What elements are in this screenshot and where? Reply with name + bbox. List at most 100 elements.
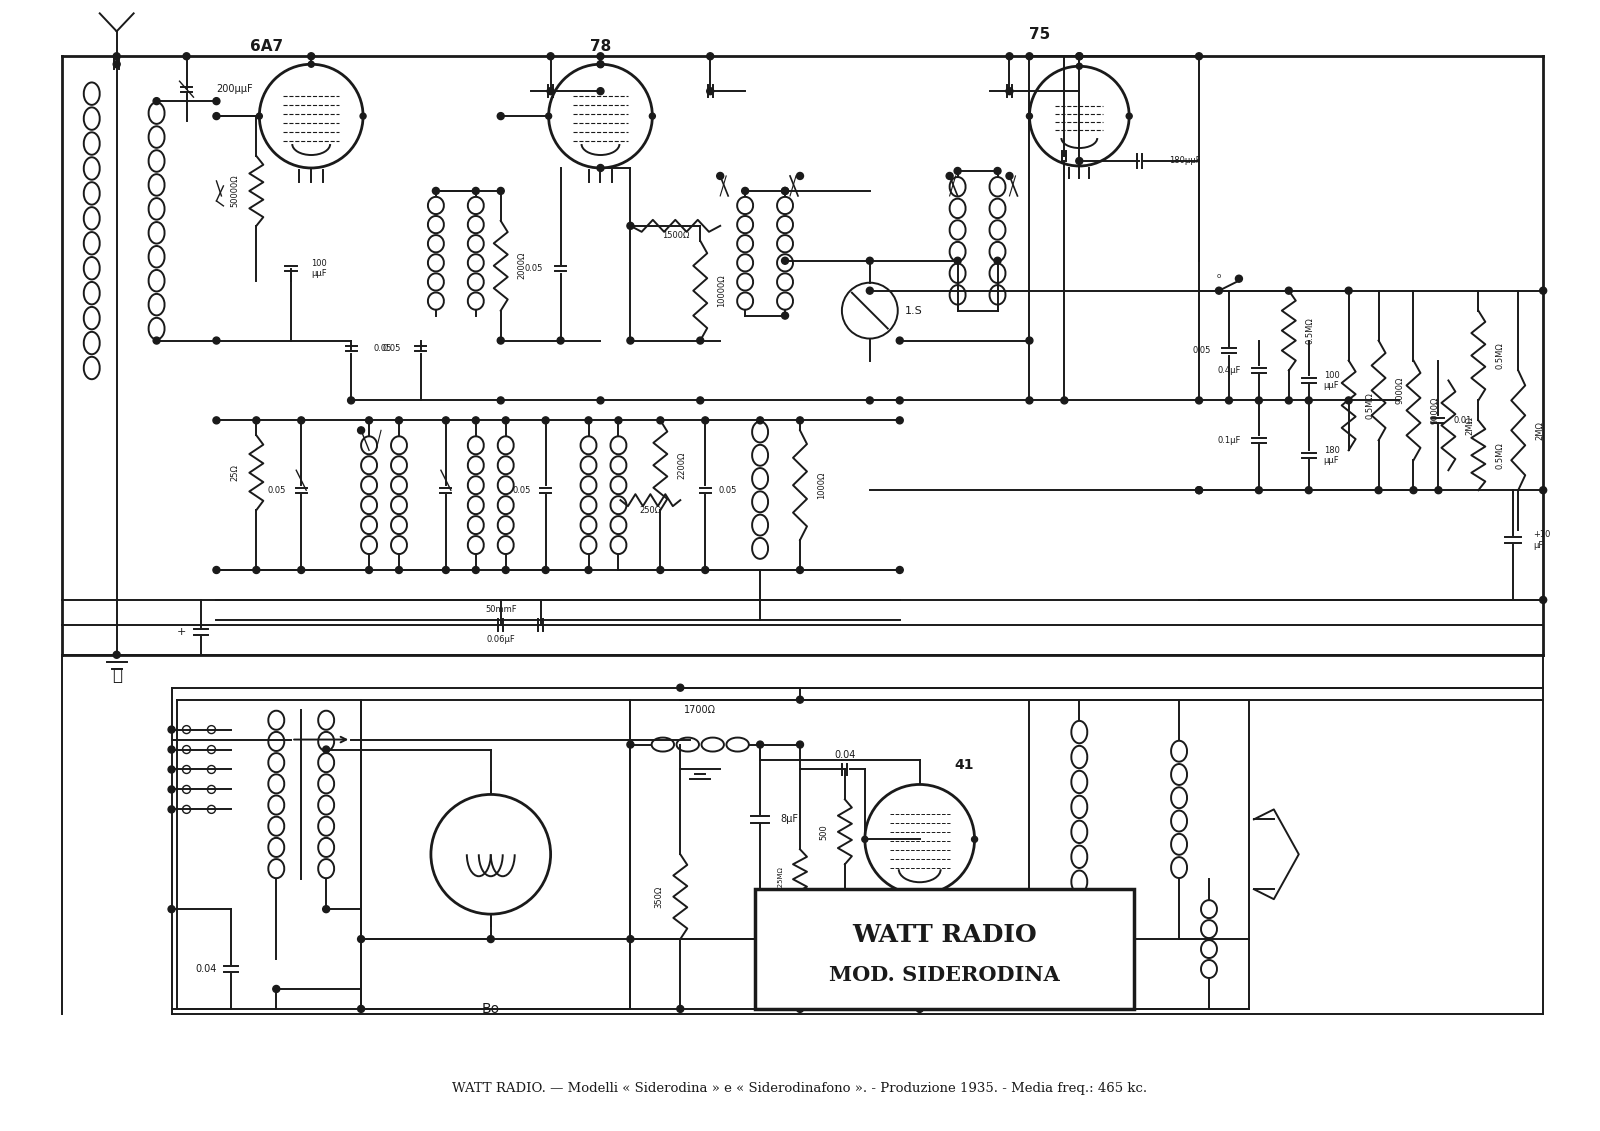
Circle shape	[1306, 486, 1312, 493]
Circle shape	[253, 567, 259, 573]
Text: o: o	[1218, 273, 1221, 278]
Circle shape	[797, 1005, 803, 1012]
Circle shape	[498, 397, 504, 404]
Circle shape	[917, 935, 923, 942]
Circle shape	[498, 188, 504, 195]
Circle shape	[677, 1005, 683, 1012]
Circle shape	[442, 417, 450, 424]
Text: MOD. SIDERODINA: MOD. SIDERODINA	[829, 966, 1061, 985]
Circle shape	[154, 97, 160, 105]
Text: 50mmF: 50mmF	[485, 605, 517, 614]
Circle shape	[272, 985, 280, 992]
Circle shape	[357, 1005, 365, 1012]
Circle shape	[1077, 63, 1082, 69]
Circle shape	[586, 417, 592, 424]
Text: 1700Ω: 1700Ω	[685, 705, 717, 715]
Text: 200μμF: 200μμF	[216, 84, 253, 94]
Circle shape	[1539, 596, 1547, 604]
Text: 5000μF: 5000μF	[934, 915, 966, 924]
Circle shape	[395, 417, 403, 424]
Circle shape	[797, 697, 803, 703]
Circle shape	[1346, 287, 1352, 294]
Text: 8μF: 8μF	[781, 814, 798, 824]
Text: 2MΩ: 2MΩ	[1466, 416, 1474, 434]
Circle shape	[797, 935, 803, 942]
Text: 50000Ω: 50000Ω	[230, 174, 240, 207]
Text: 10000Ω: 10000Ω	[717, 275, 726, 307]
Text: 350Ω: 350Ω	[654, 886, 664, 908]
Circle shape	[1195, 486, 1203, 493]
Circle shape	[182, 53, 190, 60]
Text: WATT RADIO: WATT RADIO	[853, 923, 1037, 947]
Circle shape	[1075, 157, 1083, 164]
Circle shape	[717, 172, 723, 180]
Circle shape	[702, 417, 709, 424]
Circle shape	[586, 567, 592, 573]
Text: 0.04: 0.04	[834, 750, 856, 760]
Circle shape	[168, 746, 174, 753]
Circle shape	[797, 172, 803, 180]
Circle shape	[154, 337, 160, 344]
Circle shape	[253, 417, 259, 424]
Circle shape	[797, 567, 803, 573]
Circle shape	[1306, 397, 1312, 404]
Circle shape	[168, 806, 174, 813]
Circle shape	[954, 257, 962, 265]
Circle shape	[168, 786, 174, 793]
Circle shape	[502, 567, 509, 573]
Circle shape	[365, 567, 373, 573]
Circle shape	[896, 417, 904, 424]
Circle shape	[498, 337, 504, 344]
Circle shape	[1285, 397, 1293, 404]
Circle shape	[896, 567, 904, 573]
Circle shape	[323, 906, 330, 913]
Circle shape	[298, 567, 304, 573]
Circle shape	[1235, 275, 1243, 283]
Circle shape	[797, 417, 803, 424]
Text: 0.5MΩ: 0.5MΩ	[1496, 442, 1504, 468]
Circle shape	[781, 188, 789, 195]
Circle shape	[627, 337, 634, 344]
Circle shape	[971, 836, 978, 843]
Circle shape	[742, 188, 749, 195]
Text: 2MΩ: 2MΩ	[1534, 421, 1544, 440]
Circle shape	[542, 417, 549, 424]
Text: 1.S: 1.S	[904, 305, 923, 316]
Circle shape	[896, 397, 904, 404]
Text: 2000Ω: 2000Ω	[518, 252, 526, 279]
Circle shape	[472, 567, 480, 573]
Text: 100
μμF: 100 μμF	[1323, 371, 1339, 390]
Text: 0.04: 0.04	[195, 964, 216, 974]
Text: Bo: Bo	[482, 1002, 499, 1016]
Circle shape	[360, 113, 366, 119]
Text: 0.5MΩ: 0.5MΩ	[1366, 392, 1374, 418]
Circle shape	[213, 417, 219, 424]
Circle shape	[614, 417, 622, 424]
Circle shape	[213, 567, 219, 573]
Circle shape	[547, 53, 554, 60]
Circle shape	[1226, 397, 1232, 404]
Circle shape	[347, 397, 355, 404]
Circle shape	[498, 113, 504, 120]
Circle shape	[597, 61, 603, 67]
Circle shape	[547, 88, 554, 95]
Circle shape	[488, 935, 494, 942]
Text: 0.5MΩ: 0.5MΩ	[1306, 317, 1315, 344]
Circle shape	[114, 53, 120, 60]
Circle shape	[1195, 486, 1203, 493]
Circle shape	[650, 113, 656, 119]
Text: 180
μμF: 180 μμF	[1323, 446, 1339, 465]
Circle shape	[696, 397, 704, 404]
Circle shape	[1216, 287, 1222, 294]
Circle shape	[696, 337, 704, 344]
Text: 9000Ω: 9000Ω	[1430, 397, 1440, 424]
Circle shape	[862, 836, 867, 843]
Circle shape	[213, 113, 219, 120]
Circle shape	[442, 567, 450, 573]
Text: 0.25MΩ: 0.25MΩ	[778, 866, 782, 892]
Circle shape	[1195, 53, 1203, 60]
Text: +10
μF: +10 μF	[1533, 530, 1550, 550]
Text: 0.05: 0.05	[373, 344, 392, 353]
Circle shape	[472, 417, 480, 424]
Circle shape	[677, 684, 683, 691]
